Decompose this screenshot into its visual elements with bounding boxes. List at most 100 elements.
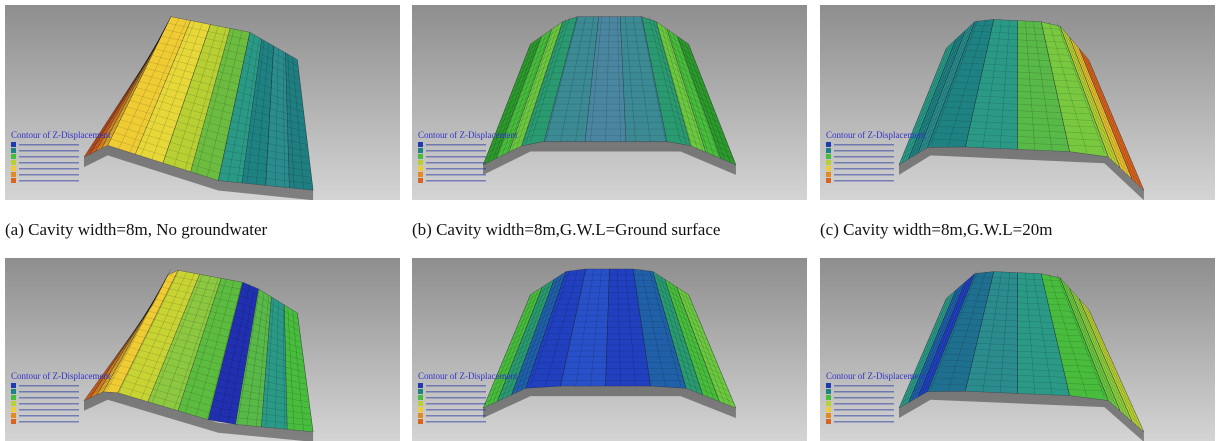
legend-swatch: [11, 383, 16, 388]
legend-entry-line: [834, 180, 894, 182]
legend-swatch: [826, 407, 831, 412]
legend-entry-line: [19, 391, 79, 393]
legend-swatch: [418, 389, 423, 394]
legend-entry-line: [834, 403, 894, 405]
legend-entry-line: [19, 415, 79, 417]
legend-swatch: [826, 389, 831, 394]
legend-swatch: [418, 178, 423, 183]
legend-swatch: [826, 401, 831, 406]
legend-entry-line: [426, 397, 486, 399]
legend-swatch: [11, 154, 16, 159]
legend-entry-line: [426, 385, 486, 387]
legend-entry-line: [834, 385, 894, 387]
legend-entry-line: [19, 385, 79, 387]
legend-entry-line: [834, 150, 894, 152]
legend-swatch: [418, 407, 423, 412]
legend-entry-line: [834, 144, 894, 146]
legend-swatch: [418, 154, 423, 159]
legend-swatch: [418, 419, 423, 424]
legend-swatch: [11, 419, 16, 424]
legend-entry-line: [19, 397, 79, 399]
legend-swatch: [11, 148, 16, 153]
legend-swatch: [826, 148, 831, 153]
legend-entry-line: [834, 174, 894, 176]
legend-entry-line: [19, 403, 79, 405]
legend-swatch: [11, 413, 16, 418]
legend-swatch: [418, 172, 423, 177]
legend-entry-line: [426, 174, 486, 176]
panel-image: Contour of Z-Displacement: [820, 5, 1215, 200]
legend-entry-line: [426, 421, 486, 423]
caption: (c) Cavity width=8m,G.W.L=20m: [820, 220, 1052, 240]
legend-swatch: [826, 395, 831, 400]
legend-entry-line: [426, 391, 486, 393]
legend-swatch: [826, 160, 831, 165]
legend-entry-line: [834, 421, 894, 423]
legend-entry-line: [19, 150, 79, 152]
legend-entry-line: [834, 409, 894, 411]
legend-swatch: [418, 401, 423, 406]
panel-image: Contour of Z-Displacement: [5, 258, 400, 441]
legend-swatch: [11, 172, 16, 177]
legend-swatch: [11, 160, 16, 165]
legend-swatch: [11, 389, 16, 394]
legend-swatch: [11, 401, 16, 406]
legend-swatch: [11, 166, 16, 171]
legend-swatch: [11, 178, 16, 183]
caption: (b) Cavity width=8m,G.W.L=Ground surface: [412, 220, 720, 240]
legend-entry-line: [19, 144, 79, 146]
legend-entry-line: [19, 180, 79, 182]
legend-entry-line: [834, 391, 894, 393]
legend-swatch: [11, 407, 16, 412]
legend-entry-line: [19, 156, 79, 158]
legend-swatch: [826, 154, 831, 159]
legend-swatch: [418, 148, 423, 153]
panel-image: Contour of Z-Displacement: [412, 258, 807, 441]
legend-entry-line: [834, 162, 894, 164]
legend-title: Contour of Z-Displacement: [11, 371, 111, 381]
caption: (a) Cavity width=8m, No groundwater: [5, 220, 267, 240]
legend-entry-line: [426, 403, 486, 405]
legend-entry-line: [426, 415, 486, 417]
legend-swatch: [11, 395, 16, 400]
legend-entry-line: [834, 168, 894, 170]
legend-entry-line: [426, 144, 486, 146]
legend-title: Contour of Z-Displacement: [826, 130, 926, 140]
legend-swatch: [826, 419, 831, 424]
panel-image: Contour of Z-Displacement: [820, 258, 1215, 441]
legend-entry-line: [19, 174, 79, 176]
legend-swatch: [826, 413, 831, 418]
legend-swatch: [418, 166, 423, 171]
legend-swatch: [418, 160, 423, 165]
legend-entry-line: [426, 156, 486, 158]
panel-image: Contour of Z-Displacement: [5, 5, 400, 200]
legend-swatch: [418, 413, 423, 418]
legend-swatch: [418, 395, 423, 400]
legend-entry-line: [426, 162, 486, 164]
legend-entry-line: [834, 397, 894, 399]
legend-swatch: [418, 142, 423, 147]
legend-entry-line: [834, 156, 894, 158]
legend-entry-line: [426, 409, 486, 411]
legend-swatch: [418, 383, 423, 388]
figure: Contour of Z-Displacement (a) Cavity widt…: [0, 0, 1226, 441]
legend-title: Contour of Z-Displacement: [418, 130, 518, 140]
legend-title: Contour of Z-Displacement: [11, 130, 111, 140]
legend-entry-line: [834, 415, 894, 417]
legend-title: Contour of Z-Displacement: [826, 371, 926, 381]
legend-entry-line: [426, 180, 486, 182]
legend-swatch: [826, 166, 831, 171]
legend-swatch: [826, 383, 831, 388]
legend-swatch: [826, 172, 831, 177]
legend-entry-line: [19, 409, 79, 411]
legend-title: Contour of Z-Displacement: [418, 371, 518, 381]
legend-entry-line: [19, 421, 79, 423]
panel-image: Contour of Z-Displacement: [412, 5, 807, 200]
legend-entry-line: [19, 162, 79, 164]
legend-entry-line: [19, 168, 79, 170]
legend-entry-line: [426, 150, 486, 152]
legend-swatch: [826, 178, 831, 183]
legend-swatch: [11, 142, 16, 147]
legend-swatch: [826, 142, 831, 147]
legend-entry-line: [426, 168, 486, 170]
